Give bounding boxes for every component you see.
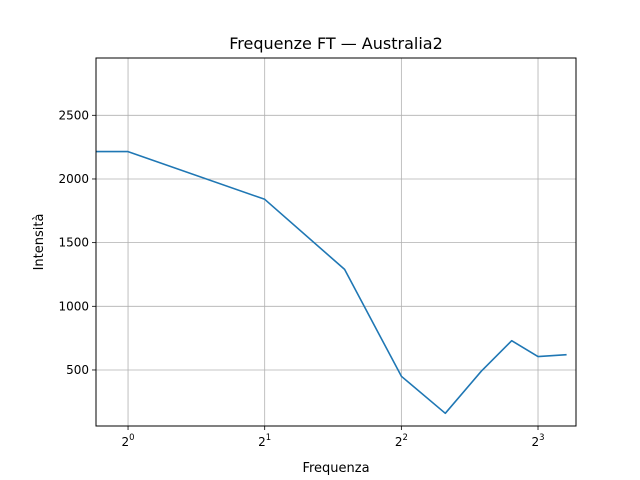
y-tick-label: 1500 (58, 236, 89, 250)
x-axis: 20 21 22 23 (122, 426, 545, 449)
y-tick-label: 500 (66, 363, 89, 377)
x-tick-label: 21 (258, 433, 271, 449)
series-layer (96, 150, 567, 415)
series-line (96, 150, 567, 415)
y-tick-label: 2500 (58, 108, 89, 122)
x-axis-label: Frequenza (302, 461, 369, 476)
y-axis-label: Intensità (32, 214, 47, 271)
grid (96, 58, 576, 426)
y-tick-label: 1000 (58, 299, 89, 313)
x-tick-label: 23 (531, 433, 544, 449)
plot-frame (95, 57, 577, 427)
y-axis: 500 1000 1500 2000 2500 (58, 108, 96, 377)
chart-title: Frequenze FT — Australia2 (229, 34, 443, 53)
x-tick-label: 20 (122, 433, 135, 449)
y-tick-label: 2000 (58, 172, 89, 186)
x-tick-label: 22 (395, 433, 408, 449)
